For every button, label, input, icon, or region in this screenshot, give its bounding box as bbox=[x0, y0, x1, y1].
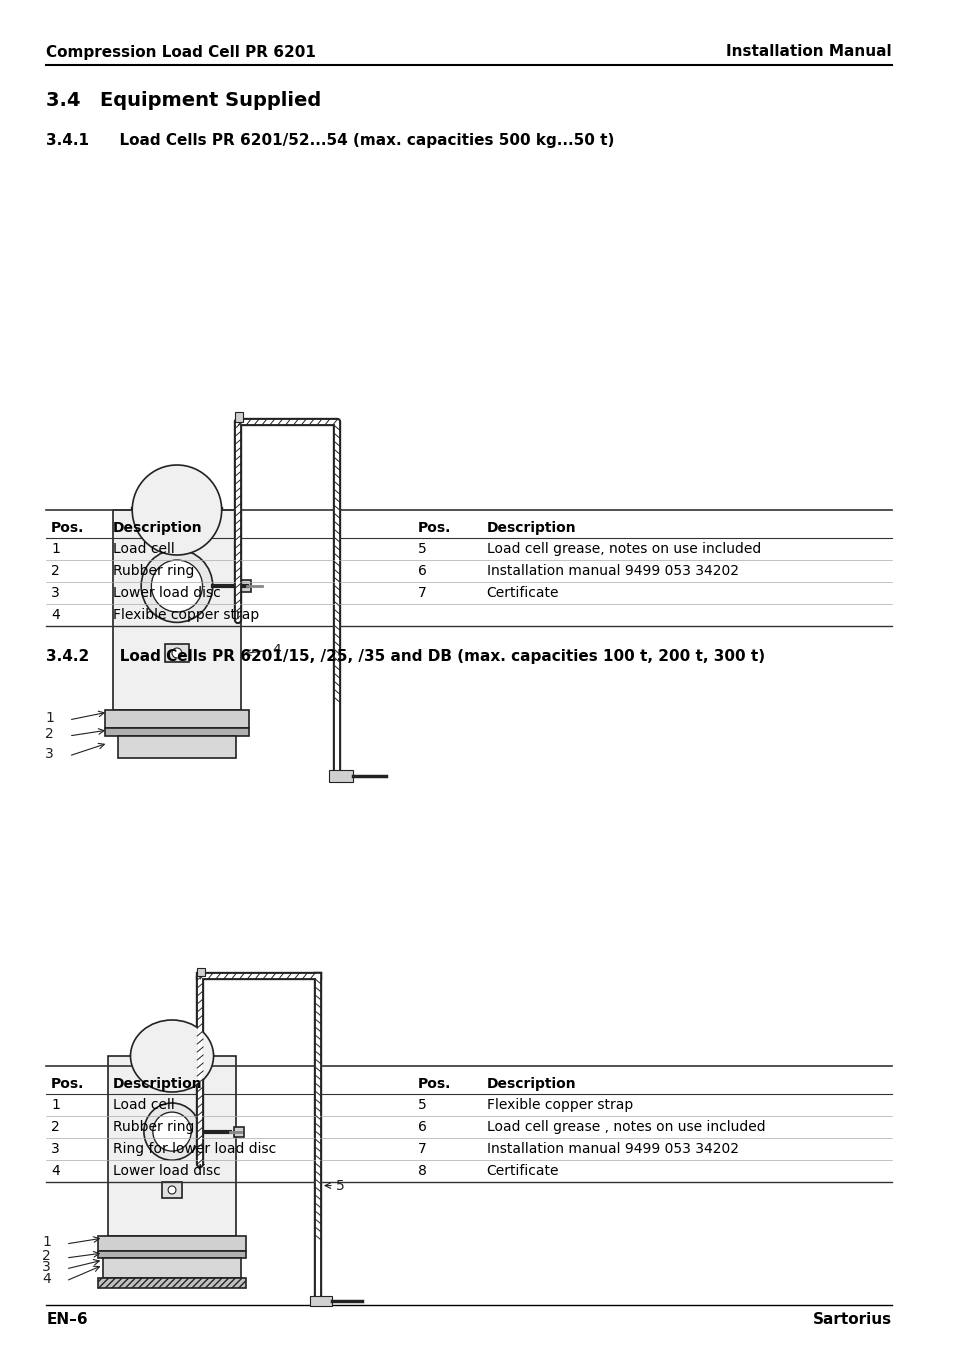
Bar bbox=[98, 1278, 246, 1288]
Bar bbox=[329, 769, 353, 782]
Text: 3.4 Equipment Supplied: 3.4 Equipment Supplied bbox=[46, 90, 321, 109]
Text: 2: 2 bbox=[46, 728, 54, 741]
Circle shape bbox=[152, 1112, 191, 1152]
Text: 7: 7 bbox=[417, 1142, 426, 1156]
Text: 8: 8 bbox=[417, 1164, 426, 1179]
Text: 7: 7 bbox=[417, 586, 426, 599]
Circle shape bbox=[144, 1103, 200, 1160]
Circle shape bbox=[152, 560, 202, 612]
Text: Sartorius: Sartorius bbox=[812, 1312, 891, 1327]
Text: Description: Description bbox=[112, 1077, 202, 1091]
Text: Load cell grease , notes on use included: Load cell grease , notes on use included bbox=[486, 1120, 764, 1134]
Text: 4: 4 bbox=[51, 1164, 60, 1179]
Text: Installation Manual: Installation Manual bbox=[725, 45, 891, 59]
Bar bbox=[105, 710, 249, 728]
Bar bbox=[112, 510, 240, 710]
Text: Description: Description bbox=[486, 1077, 576, 1091]
Text: 4: 4 bbox=[51, 608, 60, 622]
Text: Certificate: Certificate bbox=[486, 1164, 558, 1179]
Text: 1: 1 bbox=[51, 1098, 60, 1112]
Circle shape bbox=[172, 648, 182, 657]
Text: Installation manual 9499 053 34202: Installation manual 9499 053 34202 bbox=[486, 564, 738, 578]
Text: 3: 3 bbox=[42, 1260, 51, 1274]
Text: 2: 2 bbox=[51, 1120, 60, 1134]
Text: Compression Load Cell PR 6201: Compression Load Cell PR 6201 bbox=[46, 45, 315, 59]
Text: 3.4.2  Load Cells PR 6201/15, /25, /35 and DB (max. capacities 100 t, 200 t, 300: 3.4.2 Load Cells PR 6201/15, /25, /35 an… bbox=[46, 648, 764, 663]
Text: Pos.: Pos. bbox=[51, 521, 85, 535]
Text: Rubber ring: Rubber ring bbox=[112, 564, 194, 578]
Text: Lower load disc: Lower load disc bbox=[112, 1164, 220, 1179]
Text: Ring for lower load disc: Ring for lower load disc bbox=[112, 1142, 276, 1156]
Text: 6: 6 bbox=[417, 564, 426, 578]
Text: 2: 2 bbox=[42, 1249, 51, 1264]
Text: Load cell: Load cell bbox=[112, 541, 174, 556]
Bar bbox=[238, 580, 251, 593]
Text: Pos.: Pos. bbox=[417, 521, 451, 535]
Text: 2: 2 bbox=[51, 564, 60, 578]
Text: 5: 5 bbox=[417, 541, 426, 556]
Text: Load cell: Load cell bbox=[112, 1098, 174, 1112]
Text: Installation manual 9499 053 34202: Installation manual 9499 053 34202 bbox=[486, 1142, 738, 1156]
Bar bbox=[235, 412, 243, 423]
Text: EN–6: EN–6 bbox=[46, 1312, 88, 1327]
Bar bbox=[98, 1251, 246, 1258]
Text: Load cell grease, notes on use included: Load cell grease, notes on use included bbox=[486, 541, 760, 556]
Bar bbox=[233, 1127, 244, 1137]
Text: Certificate: Certificate bbox=[486, 586, 558, 599]
Bar bbox=[108, 1056, 235, 1237]
Text: 3: 3 bbox=[51, 586, 60, 599]
Text: 6: 6 bbox=[417, 1120, 426, 1134]
Ellipse shape bbox=[131, 1021, 213, 1092]
Text: 3.4.1  Load Cells PR 6201/52...54 (max. capacities 500 kg...50 t): 3.4.1 Load Cells PR 6201/52...54 (max. c… bbox=[46, 132, 614, 147]
Bar bbox=[105, 728, 249, 736]
Text: Flexible copper strap: Flexible copper strap bbox=[486, 1098, 632, 1112]
Text: 3: 3 bbox=[51, 1142, 60, 1156]
Text: Pos.: Pos. bbox=[51, 1077, 85, 1091]
Bar bbox=[118, 736, 235, 757]
Text: 1: 1 bbox=[45, 711, 54, 725]
Text: Flexible copper strap: Flexible copper strap bbox=[112, 608, 259, 622]
Bar bbox=[197, 968, 205, 976]
Text: 5: 5 bbox=[335, 1179, 344, 1192]
Ellipse shape bbox=[132, 464, 221, 555]
Bar bbox=[103, 1258, 240, 1278]
Text: Lower load disc: Lower load disc bbox=[112, 586, 220, 599]
Text: 4: 4 bbox=[273, 643, 281, 657]
Text: 1: 1 bbox=[42, 1235, 51, 1249]
Text: Description: Description bbox=[112, 521, 202, 535]
Bar bbox=[98, 1237, 246, 1251]
Text: 4: 4 bbox=[42, 1272, 51, 1287]
Text: Pos.: Pos. bbox=[417, 1077, 451, 1091]
Text: Rubber ring: Rubber ring bbox=[112, 1120, 194, 1134]
Bar bbox=[162, 1183, 182, 1197]
Text: Description: Description bbox=[486, 521, 576, 535]
Text: 3: 3 bbox=[46, 747, 54, 761]
Text: 1: 1 bbox=[51, 541, 60, 556]
Circle shape bbox=[168, 1187, 175, 1193]
Text: 5: 5 bbox=[417, 1098, 426, 1112]
Circle shape bbox=[141, 549, 213, 622]
Bar bbox=[165, 644, 189, 662]
Bar bbox=[310, 1296, 332, 1305]
